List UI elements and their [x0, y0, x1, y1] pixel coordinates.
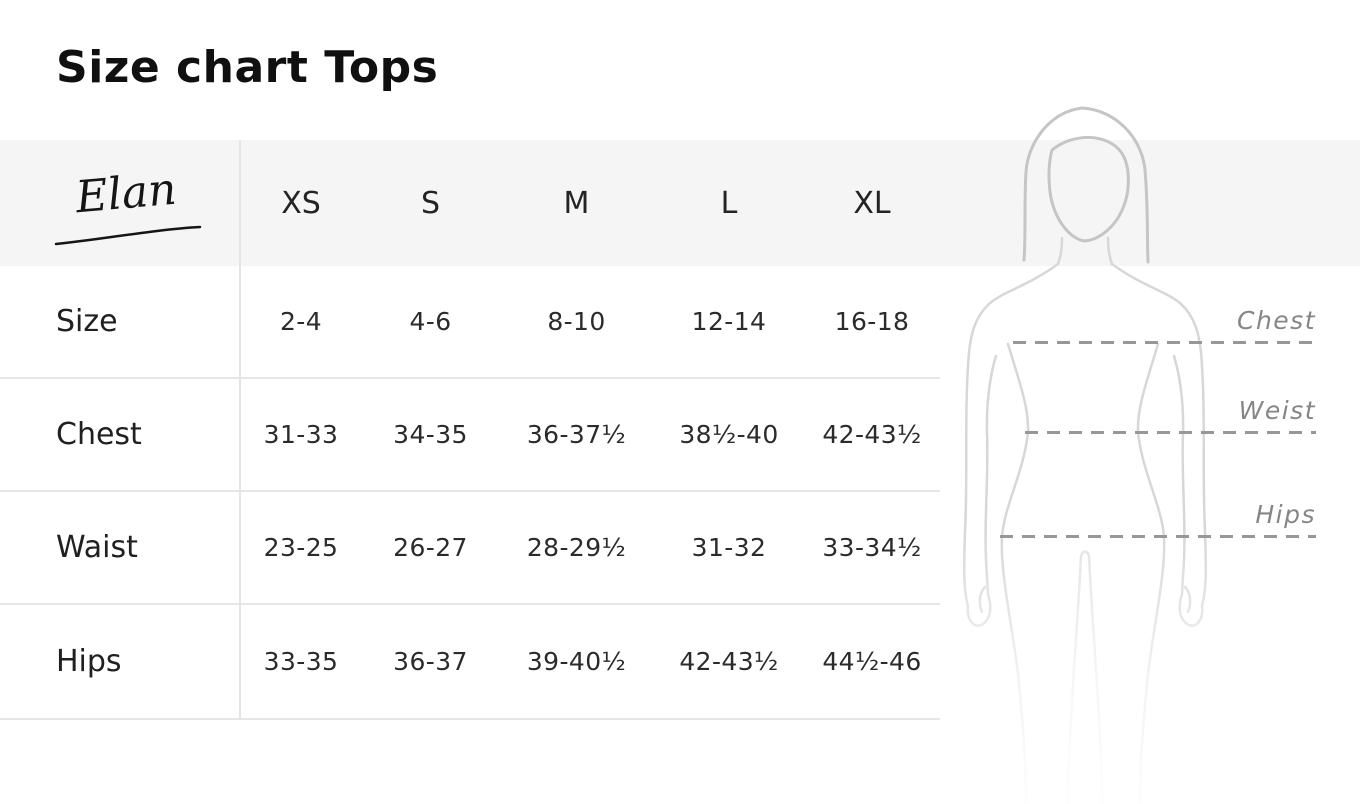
- page-title: Size chart Tops: [56, 42, 439, 93]
- table-cell: 39-40½: [526, 647, 627, 676]
- table-cell: 36-37: [393, 647, 468, 676]
- column-header-xs: XS: [281, 185, 321, 221]
- hips-measurement-label: Hips: [1255, 500, 1316, 529]
- table-cell: 44½-46: [822, 647, 922, 676]
- column-header-s: S: [420, 185, 441, 221]
- table-cell: 38½-40: [679, 420, 779, 449]
- table-cell: 36-37½: [526, 420, 627, 449]
- table-cell: 8-10: [547, 307, 606, 336]
- table-cell: 23-25: [263, 533, 339, 562]
- table-header-row: XS S M L XL: [0, 140, 940, 266]
- table-row-size: Size 2-4 4-6 8-10 12-14 16-18: [0, 266, 940, 379]
- size-chart-table: XS S M L XL Size 2-4 4-6 8-10 12-14 16-1…: [0, 140, 940, 720]
- chest-measurement-label: Chest: [1236, 306, 1316, 335]
- column-header-m: M: [563, 185, 590, 221]
- table-cell: 28-29½: [526, 533, 627, 562]
- table-row-hips: Hips 33-35 36-37 39-40½ 42-43½ 44½-46: [0, 605, 940, 720]
- table-row-chest: Chest 31-33 34-35 36-37½ 38½-40 42-43½: [0, 379, 940, 492]
- table-cell: 42-43½: [679, 647, 779, 676]
- waist-measurement-label: Weist: [1238, 396, 1316, 425]
- female-figure-illustration: [950, 106, 1220, 804]
- row-label-size: Size: [56, 304, 118, 339]
- table-cell: 33-35: [263, 647, 339, 676]
- row-label-hips: Hips: [56, 644, 122, 679]
- figure-fade-overlay: [950, 530, 1220, 804]
- row-label-waist: Waist: [56, 530, 138, 565]
- brand-logo-underline: [54, 225, 202, 246]
- table-header-band: [0, 140, 1360, 266]
- row-label-chest: Chest: [56, 417, 142, 452]
- hips-measurement-line: [1000, 535, 1316, 538]
- table-cell: 16-18: [834, 307, 910, 336]
- table-cell: 31-33: [263, 420, 339, 449]
- table-cell: 26-27: [393, 533, 468, 562]
- table-row-waist: Waist 23-25 26-27 28-29½ 31-32 33-34½: [0, 492, 940, 605]
- table-cell: 42-43½: [822, 420, 922, 449]
- table-cell: 12-14: [691, 307, 767, 336]
- table-cell: 31-32: [691, 533, 767, 562]
- waist-measurement-line: [1025, 431, 1316, 434]
- table-cell: 2-4: [279, 307, 323, 336]
- column-header-xl: XL: [853, 185, 891, 221]
- table-cell: 4-6: [409, 307, 452, 336]
- table-cell: 34-35: [393, 420, 468, 449]
- table-vertical-divider: [239, 140, 241, 720]
- figure-head: [1022, 106, 1150, 264]
- column-header-l: L: [720, 185, 738, 221]
- table-cell: 33-34½: [822, 533, 922, 562]
- chest-measurement-line: [1013, 341, 1316, 344]
